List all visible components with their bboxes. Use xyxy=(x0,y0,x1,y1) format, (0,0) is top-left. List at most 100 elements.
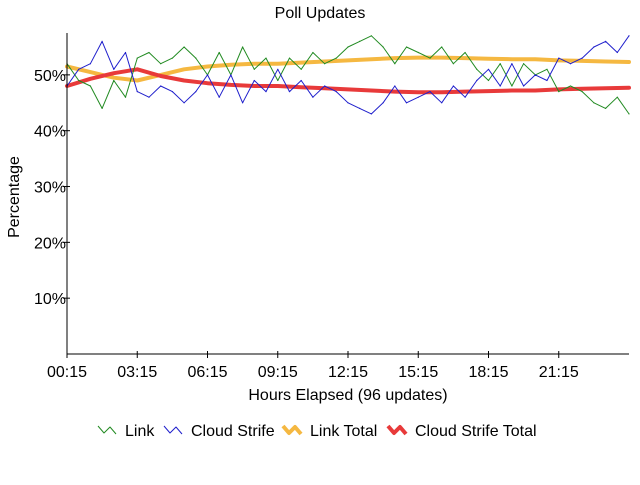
data-point-link xyxy=(136,57,138,59)
data-point-cloud-strife-total xyxy=(486,89,491,93)
data-point-cloud-strife xyxy=(441,102,443,104)
data-point-cloud-strife xyxy=(558,57,560,59)
data-point-link xyxy=(218,51,220,54)
data-point-cloud-strife-total xyxy=(416,90,420,94)
data-point-link xyxy=(558,91,560,93)
data-point-cloud-strife xyxy=(160,85,162,87)
data-point-cloud-strife xyxy=(265,91,267,93)
data-point-cloud-strife xyxy=(335,91,337,93)
data-point-link xyxy=(242,46,244,48)
data-point-cloud-strife-total xyxy=(533,88,537,93)
data-point-link xyxy=(160,63,162,65)
x-tick-label: 06:15 xyxy=(187,364,227,381)
legend-item-cloud-strife-total: Cloud Strife Total xyxy=(386,423,537,440)
data-point-cloud-strife-total xyxy=(369,88,373,93)
data-point-link xyxy=(265,57,267,59)
data-point-link xyxy=(288,57,291,59)
data-point-link xyxy=(452,63,454,65)
data-point-link xyxy=(499,63,501,65)
data-point-cloud-strife xyxy=(230,74,232,76)
legend-swatch-link xyxy=(97,425,117,435)
data-point-link xyxy=(277,79,279,82)
data-point-link xyxy=(359,40,361,43)
data-point-link xyxy=(124,96,127,98)
data-point-cloud-strife xyxy=(370,113,372,115)
data-point-cloud-strife xyxy=(300,79,302,82)
x-tick-label: 21:15 xyxy=(539,364,579,381)
y-axis-label: Percentage xyxy=(6,156,23,238)
data-point-link xyxy=(300,68,302,70)
data-point-link xyxy=(581,91,583,93)
data-point-cloud-strife-total xyxy=(440,90,444,94)
data-point-cloud-strife xyxy=(347,102,349,104)
y-tick-label: 20% xyxy=(34,235,66,252)
legend-swatch-cloud-strife-total xyxy=(386,424,408,436)
data-point-cloud-strife xyxy=(242,102,244,104)
x-tick-label: 12:15 xyxy=(328,364,368,381)
data-point-cloud-strife xyxy=(324,85,326,87)
data-point-cloud-strife xyxy=(569,63,572,65)
data-point-cloud-strife xyxy=(511,63,513,65)
data-point-link-total xyxy=(299,61,303,65)
data-point-cloud-strife xyxy=(534,74,536,76)
data-point-cloud-strife xyxy=(394,85,396,87)
x-tick-label: 09:15 xyxy=(258,364,298,381)
data-point-link xyxy=(628,113,630,115)
data-point-link xyxy=(335,57,337,59)
data-point-cloud-strife xyxy=(101,40,103,43)
data-point-link-total xyxy=(486,57,491,61)
data-point-cloud-strife-total xyxy=(463,90,467,94)
data-point-cloud-strife-total xyxy=(112,71,116,75)
data-point-cloud-strife xyxy=(382,102,384,104)
data-point-link-total xyxy=(88,70,92,74)
legend-label-link: Link xyxy=(125,423,155,440)
data-point-link-total xyxy=(510,57,514,61)
data-point-cloud-strife-total xyxy=(346,87,350,91)
data-point-link-total xyxy=(580,59,584,63)
data-point-cloud-strife xyxy=(195,91,197,93)
legend-item-cloud-strife: Cloud Strife xyxy=(163,423,275,440)
data-point-link xyxy=(569,85,572,87)
data-point-link-total xyxy=(112,76,116,80)
data-point-cloud-strife-total xyxy=(205,81,210,85)
data-point-link xyxy=(312,51,314,54)
data-point-link xyxy=(183,46,185,48)
data-point-link xyxy=(476,68,478,70)
data-point-link xyxy=(546,68,548,70)
data-point-cloud-strife-total xyxy=(627,86,631,90)
data-point-cloud-strife xyxy=(605,40,607,43)
data-point-link-total xyxy=(604,59,608,64)
data-point-cloud-strife xyxy=(417,96,419,98)
data-point-link xyxy=(347,46,349,48)
data-point-link-total xyxy=(252,62,256,66)
data-point-link xyxy=(101,107,103,109)
data-point-cloud-strife-total xyxy=(182,78,186,83)
legend-label-link-total: Link Total xyxy=(310,423,377,440)
y-tick-label: 10% xyxy=(34,291,66,308)
data-point-link xyxy=(605,107,607,109)
data-point-link-total xyxy=(393,56,397,60)
data-point-link-total xyxy=(463,56,467,60)
data-point-cloud-strife xyxy=(148,96,150,98)
x-axis: 00:15 03:15 06:15 09:15 12:15 15:15 18:15 21:15 xyxy=(47,351,629,381)
x-tick-label: 18:15 xyxy=(468,364,508,381)
x-axis-label: Hours Elapsed (96 updates) xyxy=(248,387,447,404)
data-point-cloud-strife xyxy=(616,51,618,54)
legend-swatch-link-total xyxy=(281,424,303,436)
data-point-link-total xyxy=(346,58,350,63)
legend-item-link-total: Link Total xyxy=(281,423,377,440)
data-point-cloud-strife xyxy=(312,96,314,98)
data-point-cloud-strife xyxy=(218,96,220,98)
data-point-link-total xyxy=(440,56,444,60)
data-point-cloud-strife xyxy=(288,91,291,93)
data-point-cloud-strife xyxy=(487,68,490,70)
data-point-cloud-strife-total xyxy=(299,85,303,89)
legend-item-link: Link xyxy=(97,423,155,440)
data-point-link xyxy=(195,57,197,59)
data-point-cloud-strife xyxy=(171,91,173,93)
data-point-link xyxy=(405,46,408,48)
data-point-cloud-strife xyxy=(523,85,525,87)
y-tick-label: 30% xyxy=(34,180,66,197)
plot-area xyxy=(65,35,631,115)
